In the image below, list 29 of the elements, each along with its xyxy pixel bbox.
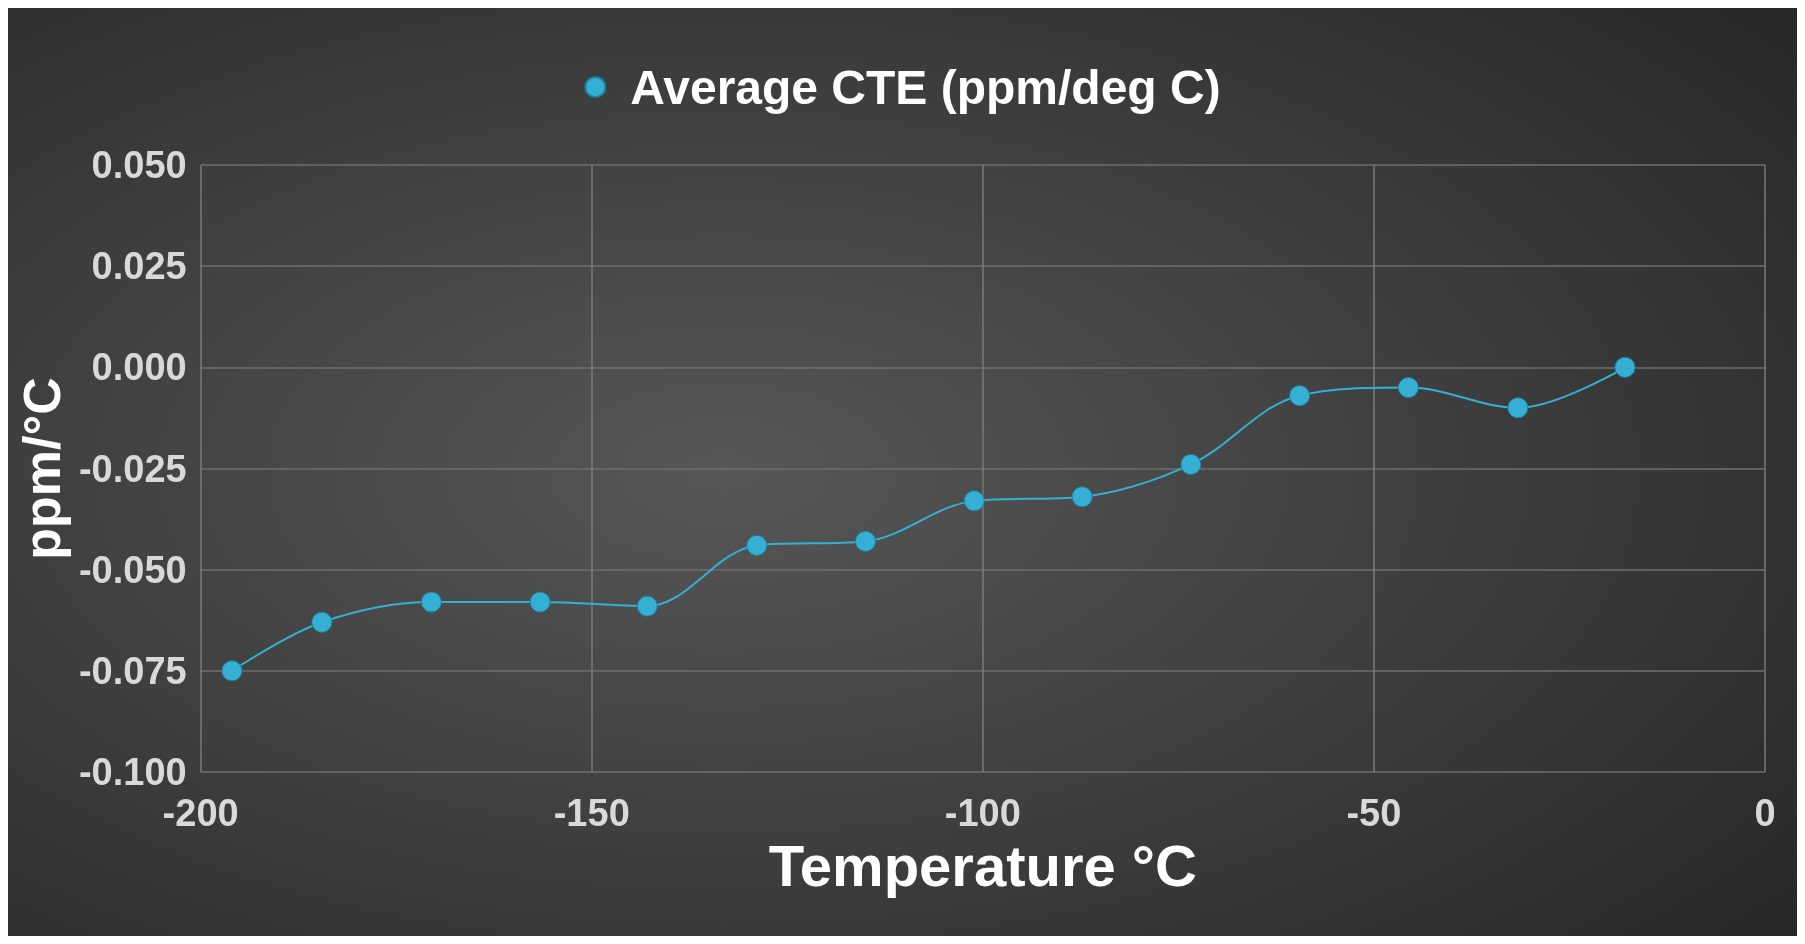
x-tick-label: 0 <box>1754 792 1776 834</box>
x-tick-label: -200 <box>162 792 239 834</box>
x-axis-title: Temperature °C <box>768 833 1197 899</box>
point <box>636 595 658 617</box>
point <box>1071 486 1093 508</box>
y-tick-label: -0.100 <box>78 751 187 793</box>
point <box>963 490 985 512</box>
y-tick-label: -0.025 <box>78 447 187 490</box>
point <box>529 591 551 613</box>
x-tick-label: -100 <box>944 792 1021 834</box>
x-tick-label: -150 <box>553 792 630 834</box>
point <box>1397 377 1419 399</box>
y-tick-label: -0.075 <box>78 649 187 692</box>
point <box>1507 397 1529 419</box>
y-tick-label: -0.050 <box>78 548 187 591</box>
point <box>1180 453 1202 475</box>
point <box>855 530 876 552</box>
x-tick-label: -50 <box>1346 792 1402 834</box>
y-axis-title: ppm/°C <box>13 377 71 560</box>
y-tick-label: 0.050 <box>91 144 187 186</box>
point <box>420 591 442 613</box>
point <box>221 660 243 682</box>
point <box>311 611 333 633</box>
legend-label: Average CTE (ppm/deg C) <box>630 60 1221 114</box>
point <box>746 534 768 556</box>
point <box>1289 385 1311 407</box>
y-tick-label: 0.000 <box>91 346 187 389</box>
y-tick-label: 0.025 <box>91 245 187 288</box>
point <box>1614 356 1636 378</box>
